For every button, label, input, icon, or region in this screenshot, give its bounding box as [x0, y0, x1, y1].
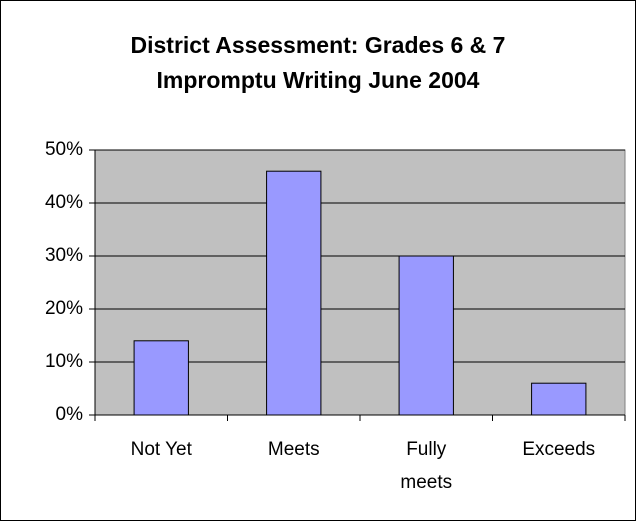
y-tick-label: 50%: [45, 139, 83, 160]
bar: [531, 382, 587, 416]
y-tick-label: 40%: [45, 192, 83, 213]
bar: [133, 340, 189, 416]
bar: [266, 170, 322, 416]
x-tick-label: Exceeds: [522, 439, 595, 460]
y-tick-label: 0%: [56, 404, 84, 425]
bar: [398, 255, 454, 416]
x-tick-label: Meets: [268, 439, 320, 460]
y-tick-label: 20%: [45, 298, 83, 319]
y-tick-label: 30%: [45, 245, 83, 266]
x-tick-label: Fully meets: [400, 439, 452, 493]
x-tick-label: Not Yet: [131, 439, 193, 460]
chart-title: District Assessment: Grades 6 & 7: [131, 32, 506, 58]
chart-title: Impromptu Writing June 2004: [157, 67, 480, 93]
y-tick-label: 10%: [45, 351, 83, 372]
